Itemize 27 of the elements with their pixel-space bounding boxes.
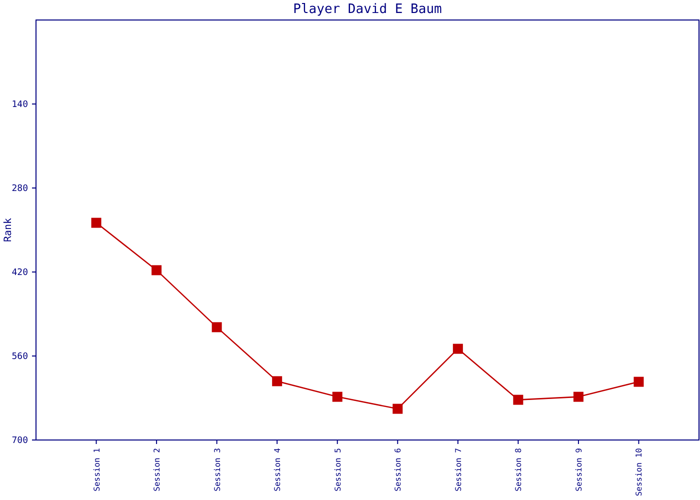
point — [332, 392, 342, 402]
y-tick-label: 700 — [12, 436, 28, 446]
x-tick-label: Session 10 — [634, 448, 644, 496]
point — [91, 218, 102, 228]
y-tick-label: 280 — [12, 184, 28, 194]
x-tick-label: Session 8 — [514, 448, 524, 492]
point — [513, 394, 524, 405]
x-tick-label: Session 7 — [454, 448, 463, 492]
point — [392, 404, 403, 414]
y-axis-title: Rank — [3, 218, 14, 242]
x-tick-label: Session 2 — [152, 448, 162, 492]
y-tick-label: 420 — [12, 268, 28, 278]
x-tick-label: Session 5 — [333, 448, 342, 492]
point — [634, 376, 644, 387]
chart-title: Player David E Baum — [293, 2, 442, 17]
point — [272, 376, 282, 386]
point — [573, 392, 584, 402]
point — [212, 322, 222, 332]
y-tick-label: 560 — [12, 352, 28, 362]
x-tick-label: Session 9 — [574, 448, 584, 492]
x-tick-label: Session 1 — [92, 448, 102, 492]
point — [452, 344, 463, 354]
x-tick-label: Session 4 — [273, 448, 282, 492]
y-tick-label: 140 — [12, 100, 28, 110]
point — [152, 265, 162, 276]
x-tick-label: Session 6 — [394, 448, 403, 492]
x-tick-label: Session 3 — [212, 448, 222, 492]
